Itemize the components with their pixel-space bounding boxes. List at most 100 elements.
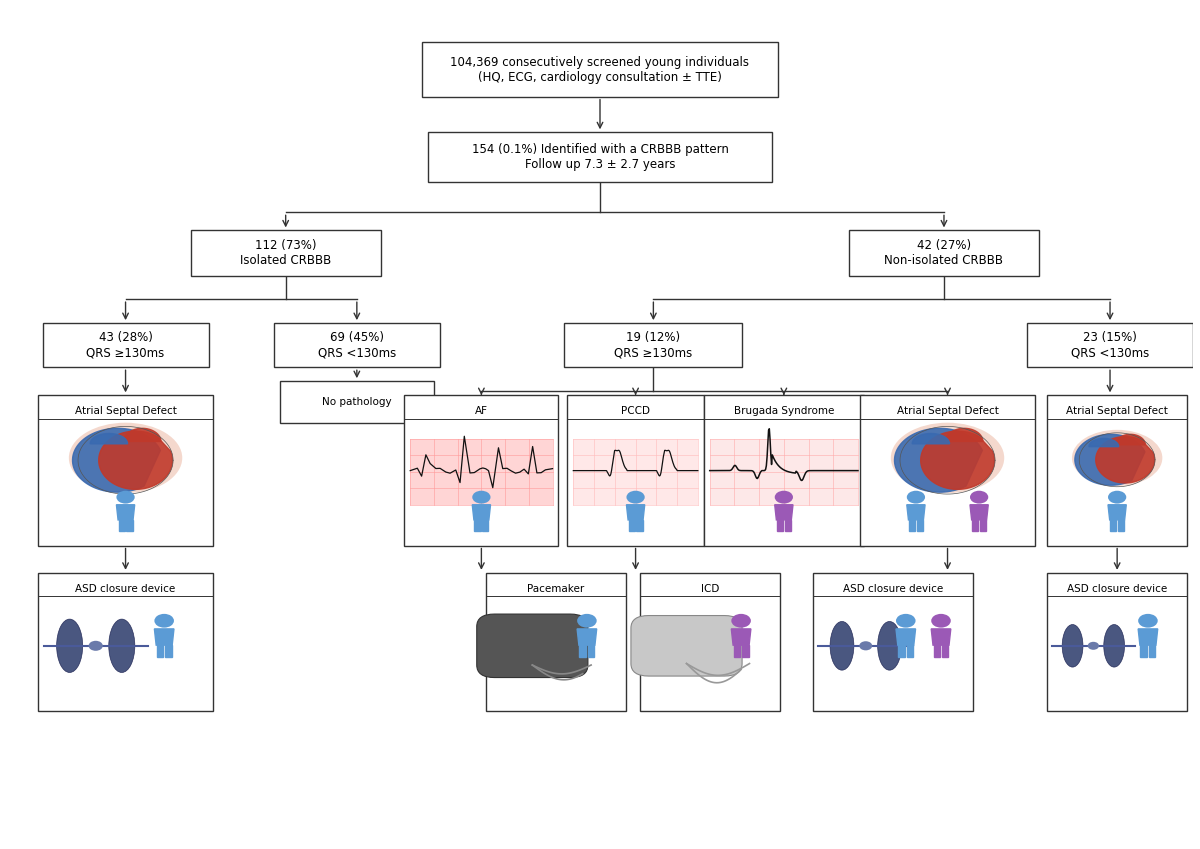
Text: Pacemaker: Pacemaker [528,583,584,593]
Polygon shape [116,505,134,520]
Polygon shape [776,520,784,531]
Bar [37,396,214,546]
Circle shape [626,491,644,503]
Ellipse shape [1104,625,1124,667]
Ellipse shape [89,641,103,651]
Circle shape [896,614,916,627]
Polygon shape [157,645,163,657]
Circle shape [931,614,950,627]
Bar [191,230,380,276]
Polygon shape [1096,436,1154,483]
Bar [410,439,552,505]
Polygon shape [126,520,132,531]
Text: Atrial Septal Defect: Atrial Septal Defect [74,406,176,416]
Polygon shape [580,645,586,657]
Ellipse shape [56,619,83,672]
Text: ASD closure device: ASD closure device [1067,583,1168,593]
Bar [703,396,864,546]
Polygon shape [166,645,172,657]
Text: 19 (12%)
QRS ≥130ms: 19 (12%) QRS ≥130ms [614,331,692,359]
Circle shape [1138,614,1158,627]
Polygon shape [934,645,940,657]
Polygon shape [588,645,594,657]
Text: 23 (15%)
QRS <130ms: 23 (15%) QRS <130ms [1070,331,1150,359]
Text: ICD: ICD [701,583,720,593]
Polygon shape [946,429,983,441]
Polygon shape [482,520,488,531]
Ellipse shape [1072,430,1163,486]
Polygon shape [90,434,127,444]
Polygon shape [124,429,161,441]
Text: PCCD: PCCD [622,406,650,416]
Polygon shape [899,645,905,657]
Bar [574,439,698,505]
FancyBboxPatch shape [476,614,588,678]
Polygon shape [896,629,916,645]
Circle shape [907,491,925,503]
Polygon shape [942,645,948,657]
Circle shape [775,491,793,503]
Circle shape [577,614,596,627]
Bar [37,573,214,711]
Polygon shape [908,520,916,531]
Polygon shape [907,505,925,520]
Polygon shape [98,431,173,489]
Polygon shape [970,505,989,520]
Bar [859,396,1036,546]
Polygon shape [1108,505,1127,520]
Circle shape [970,491,989,503]
Polygon shape [155,629,174,645]
Polygon shape [775,505,793,520]
FancyBboxPatch shape [631,616,742,676]
Circle shape [731,614,751,627]
Bar [1027,323,1193,368]
Circle shape [155,614,174,627]
Polygon shape [920,431,995,489]
Polygon shape [907,645,913,657]
Polygon shape [474,520,480,531]
Bar [812,573,973,711]
Bar [280,381,434,423]
Bar [564,323,743,368]
Text: 112 (73%)
Isolated CRBBB: 112 (73%) Isolated CRBBB [240,239,331,267]
Text: ASD closure device: ASD closure device [76,583,175,593]
Polygon shape [72,428,161,492]
Polygon shape [742,645,749,657]
Polygon shape [1088,438,1118,447]
Text: AF: AF [475,406,488,416]
Ellipse shape [890,423,1004,493]
Text: 43 (28%)
QRS ≥130ms: 43 (28%) QRS ≥130ms [86,331,164,359]
Polygon shape [1148,645,1156,657]
Polygon shape [1118,520,1124,531]
Ellipse shape [830,621,854,670]
Polygon shape [917,520,923,531]
Circle shape [473,491,491,503]
Ellipse shape [68,423,182,493]
Text: Brugada Syndrome: Brugada Syndrome [733,406,834,416]
Text: 104,369 consecutively screened young individuals
(HQ, ECG, cardiology consultati: 104,369 consecutively screened young ind… [450,55,750,83]
Polygon shape [912,434,949,444]
Polygon shape [636,520,642,531]
Polygon shape [733,645,740,657]
Polygon shape [785,520,791,531]
Ellipse shape [877,621,901,670]
Polygon shape [119,520,125,531]
Ellipse shape [859,641,872,650]
Bar [486,573,626,711]
Bar [404,396,558,546]
Text: 154 (0.1%) Identified with a CRBBB pattern
Follow up 7.3 ± 2.7 years: 154 (0.1%) Identified with a CRBBB patte… [472,143,728,171]
Text: Atrial Septal Defect: Atrial Septal Defect [896,406,998,416]
Text: ASD closure device: ASD closure device [842,583,943,593]
Bar [850,230,1039,276]
Polygon shape [629,520,635,531]
Polygon shape [1140,645,1147,657]
Text: Atrial Septal Defect: Atrial Septal Defect [1067,406,1168,416]
Text: 42 (27%)
Non-isolated CRBBB: 42 (27%) Non-isolated CRBBB [884,239,1003,267]
Polygon shape [626,505,644,520]
Polygon shape [577,629,596,645]
Polygon shape [1116,435,1145,445]
Polygon shape [473,505,491,520]
Polygon shape [1110,520,1116,531]
Bar [428,132,772,183]
Circle shape [1108,491,1127,503]
